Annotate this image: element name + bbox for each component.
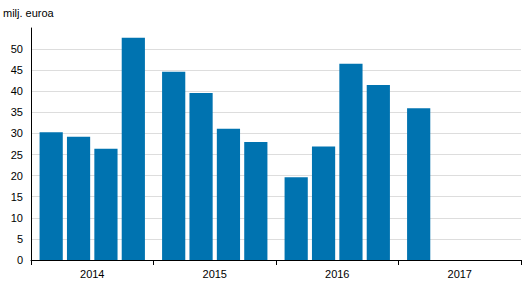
svg-text:0: 0 [17, 254, 23, 266]
svg-text:45: 45 [11, 64, 23, 76]
svg-text:50: 50 [11, 43, 23, 55]
svg-text:5: 5 [17, 233, 23, 245]
svg-text:2017: 2017 [448, 268, 472, 280]
svg-text:30: 30 [11, 127, 23, 139]
svg-text:2015: 2015 [203, 268, 227, 280]
svg-text:milj. euroa: milj. euroa [3, 7, 55, 19]
svg-text:10: 10 [11, 212, 23, 224]
svg-text:15: 15 [11, 191, 23, 203]
svg-text:2014: 2014 [80, 268, 104, 280]
svg-text:25: 25 [11, 149, 23, 161]
svg-text:20: 20 [11, 170, 23, 182]
svg-text:35: 35 [11, 106, 23, 118]
svg-text:40: 40 [11, 85, 23, 97]
svg-text:2016: 2016 [325, 268, 349, 280]
